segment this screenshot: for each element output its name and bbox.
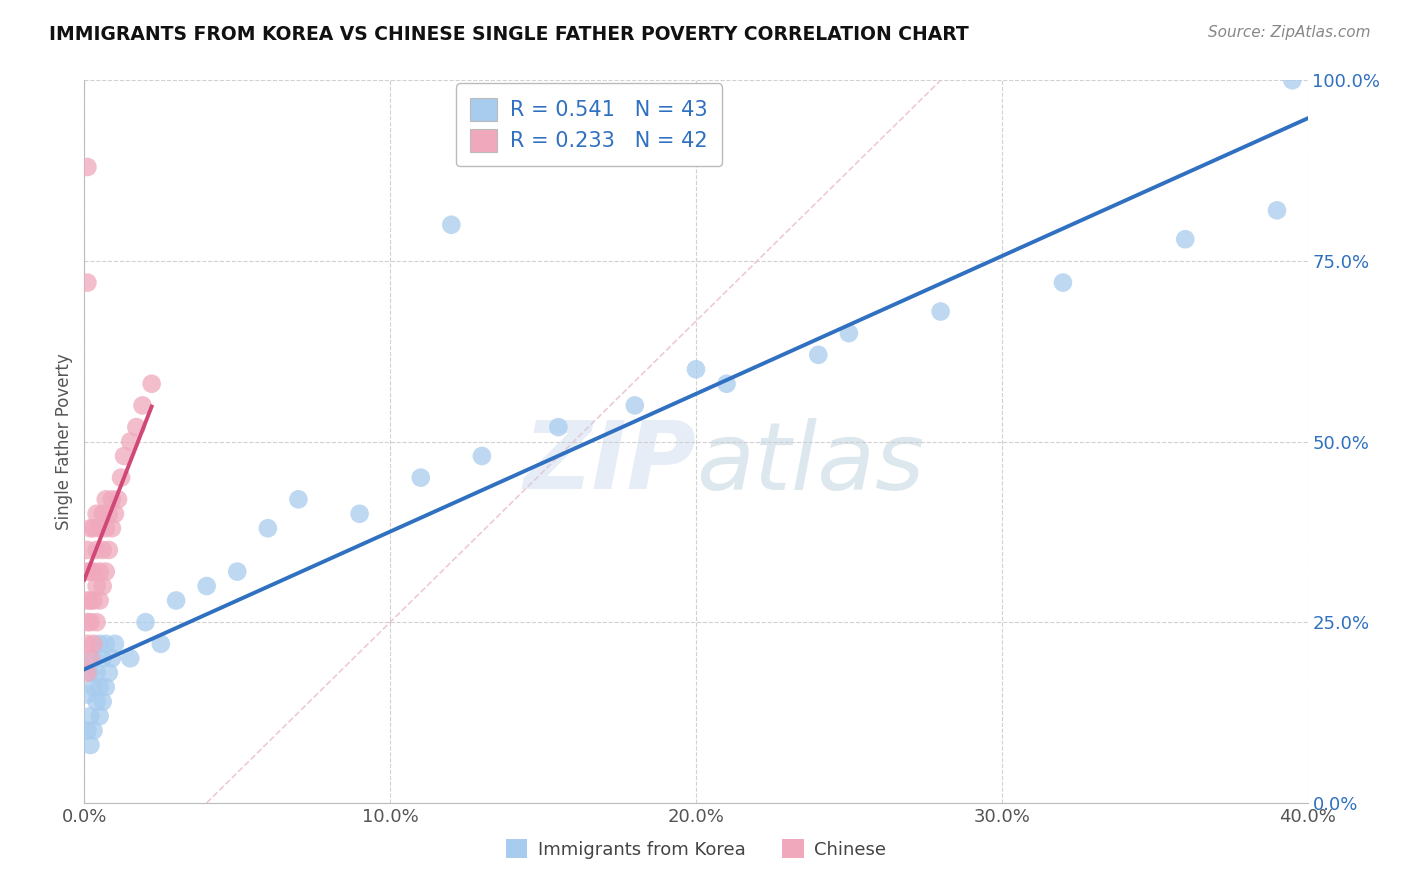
Point — [716, 376, 738, 391]
Point — [101, 651, 124, 665]
Point — [685, 362, 707, 376]
Point — [86, 507, 108, 521]
Point — [79, 665, 101, 680]
Point — [86, 542, 108, 557]
Point — [94, 637, 117, 651]
Point — [89, 637, 111, 651]
Y-axis label: Single Father Poverty: Single Father Poverty — [55, 353, 73, 530]
Point — [94, 492, 117, 507]
Point — [89, 521, 111, 535]
Point — [91, 651, 114, 665]
Point — [79, 651, 101, 665]
Point — [83, 521, 105, 535]
Point — [929, 304, 952, 318]
Point — [83, 593, 105, 607]
Point — [76, 615, 98, 630]
Point — [79, 738, 101, 752]
Point — [120, 651, 142, 665]
Text: IMMIGRANTS FROM KOREA VS CHINESE SINGLE FATHER POVERTY CORRELATION CHART: IMMIGRANTS FROM KOREA VS CHINESE SINGLE … — [49, 25, 969, 44]
Point — [94, 521, 117, 535]
Point — [89, 565, 111, 579]
Text: Source: ZipAtlas.com: Source: ZipAtlas.com — [1208, 25, 1371, 40]
Point — [83, 651, 105, 665]
Point — [165, 593, 187, 607]
Point — [86, 615, 108, 630]
Legend: Immigrants from Korea, Chinese: Immigrants from Korea, Chinese — [498, 832, 894, 866]
Point — [83, 680, 105, 694]
Point — [76, 593, 98, 607]
Point — [112, 449, 135, 463]
Point — [104, 507, 127, 521]
Point — [79, 565, 101, 579]
Point — [76, 565, 98, 579]
Point — [86, 665, 108, 680]
Point — [76, 542, 98, 557]
Point — [110, 470, 132, 484]
Point — [97, 542, 120, 557]
Point — [91, 542, 114, 557]
Point — [79, 521, 101, 535]
Point — [120, 434, 142, 449]
Point — [349, 507, 371, 521]
Point — [89, 709, 111, 723]
Point — [1052, 276, 1074, 290]
Point — [97, 507, 120, 521]
Point — [83, 723, 105, 738]
Point — [79, 615, 101, 630]
Point — [86, 695, 108, 709]
Point — [91, 579, 114, 593]
Point — [76, 665, 98, 680]
Point — [89, 593, 111, 607]
Point — [101, 492, 124, 507]
Point — [195, 579, 218, 593]
Point — [91, 507, 114, 521]
Point — [471, 449, 494, 463]
Point — [79, 709, 101, 723]
Point — [440, 218, 463, 232]
Point — [807, 348, 830, 362]
Text: atlas: atlas — [696, 417, 924, 508]
Point — [91, 695, 114, 709]
Point — [79, 593, 101, 607]
Point — [86, 579, 108, 593]
Point — [104, 637, 127, 651]
Point — [149, 637, 172, 651]
Point — [131, 398, 153, 412]
Point — [97, 665, 120, 680]
Point — [409, 470, 432, 484]
Point — [76, 637, 98, 651]
Point — [624, 398, 647, 412]
Point — [76, 160, 98, 174]
Point — [101, 521, 124, 535]
Point — [141, 376, 163, 391]
Point — [547, 420, 569, 434]
Point — [1174, 232, 1197, 246]
Point — [94, 565, 117, 579]
Point — [83, 565, 105, 579]
Point — [107, 492, 129, 507]
Point — [94, 680, 117, 694]
Point — [226, 565, 249, 579]
Point — [125, 420, 148, 434]
Text: ZIP: ZIP — [523, 417, 696, 509]
Point — [76, 276, 98, 290]
Point — [83, 637, 105, 651]
Point — [287, 492, 309, 507]
Point — [257, 521, 280, 535]
Point — [135, 615, 157, 630]
Point — [1281, 73, 1303, 87]
Point — [838, 326, 860, 340]
Point — [76, 723, 98, 738]
Point — [89, 680, 111, 694]
Point — [1265, 203, 1288, 218]
Point — [76, 687, 98, 701]
